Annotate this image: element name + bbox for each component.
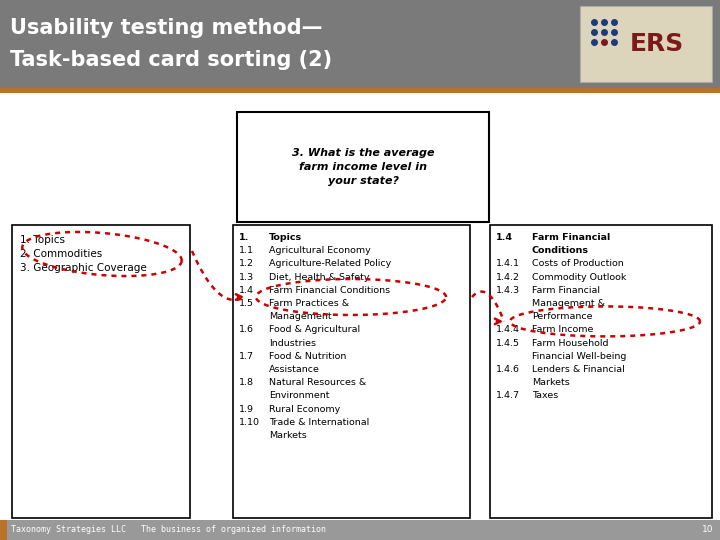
Text: Costs of Production: Costs of Production: [532, 259, 624, 268]
Bar: [0, 92, 720, 520]
Bar: [12, 225, 190, 518]
Text: Commodity Outlook: Commodity Outlook: [532, 273, 626, 281]
Text: 1.4.1: 1.4.1: [496, 259, 520, 268]
Text: Assistance: Assistance: [269, 365, 320, 374]
Text: 1.6: 1.6: [239, 326, 254, 334]
Text: Performance: Performance: [532, 312, 593, 321]
Text: 1.4.5: 1.4.5: [496, 339, 520, 348]
Bar: [237, 112, 489, 222]
Text: Financial Well-being: Financial Well-being: [532, 352, 626, 361]
Text: Farm Income: Farm Income: [532, 326, 593, 334]
Text: Agriculture-Related Policy: Agriculture-Related Policy: [269, 259, 391, 268]
Text: 3. Geographic Coverage: 3. Geographic Coverage: [20, 263, 147, 273]
Text: 1.1: 1.1: [239, 246, 254, 255]
Text: Farm Practices &: Farm Practices &: [269, 299, 349, 308]
Bar: [0, 520, 7, 540]
Text: 1.4: 1.4: [239, 286, 254, 295]
Text: Environment: Environment: [269, 392, 330, 400]
Bar: [0, 88, 720, 93]
Text: Farm Household: Farm Household: [532, 339, 608, 348]
Text: 3. What is the average
farm income level in
your state?: 3. What is the average farm income level…: [292, 148, 434, 186]
Text: 1.2: 1.2: [239, 259, 254, 268]
Bar: [0, 520, 720, 540]
Text: 1.9: 1.9: [239, 404, 254, 414]
Text: Agricultural Economy: Agricultural Economy: [269, 246, 371, 255]
Text: Natural Resources &: Natural Resources &: [269, 378, 366, 387]
Text: Trade & International: Trade & International: [269, 418, 369, 427]
Text: Task-based card sorting (2): Task-based card sorting (2): [10, 50, 332, 70]
Text: 1.10: 1.10: [239, 418, 260, 427]
Text: Markets: Markets: [532, 378, 570, 387]
Text: 10: 10: [701, 525, 713, 535]
Text: ERS: ERS: [630, 32, 684, 56]
Bar: [580, 6, 712, 82]
Text: 2. Commodities: 2. Commodities: [20, 249, 102, 259]
Text: 1.7: 1.7: [239, 352, 254, 361]
Bar: [0, 0, 720, 88]
Text: 1.4: 1.4: [496, 233, 513, 242]
Text: Taxes: Taxes: [532, 392, 558, 400]
Text: Food & Nutrition: Food & Nutrition: [269, 352, 346, 361]
Text: 1.4.7: 1.4.7: [496, 392, 520, 400]
Text: Usability testing method—: Usability testing method—: [10, 18, 323, 38]
Bar: [233, 225, 470, 518]
Text: Farm Financial Conditions: Farm Financial Conditions: [269, 286, 390, 295]
Text: 1.8: 1.8: [239, 378, 254, 387]
Text: 1. Topics: 1. Topics: [20, 235, 65, 245]
Text: Conditions: Conditions: [532, 246, 589, 255]
Text: Management: Management: [269, 312, 332, 321]
Text: 1.4.2: 1.4.2: [496, 273, 520, 281]
Text: 1.5: 1.5: [239, 299, 254, 308]
Text: Rural Economy: Rural Economy: [269, 404, 341, 414]
Text: 1.4.6: 1.4.6: [496, 365, 520, 374]
Text: Markets: Markets: [269, 431, 307, 440]
Text: Topics: Topics: [269, 233, 302, 242]
Text: Management &: Management &: [532, 299, 605, 308]
Text: 1.4.4: 1.4.4: [496, 326, 520, 334]
Text: 1.: 1.: [239, 233, 249, 242]
Text: Industries: Industries: [269, 339, 316, 348]
Text: 1.3: 1.3: [239, 273, 254, 281]
Text: Taxonomy Strategies LLC   The business of organized information: Taxonomy Strategies LLC The business of …: [11, 525, 326, 535]
Text: 1.4.3: 1.4.3: [496, 286, 520, 295]
Text: Diet, Health & Safety: Diet, Health & Safety: [269, 273, 369, 281]
Text: Farm Financial: Farm Financial: [532, 286, 600, 295]
Bar: [490, 225, 712, 518]
Bar: [0, 92, 720, 520]
Text: Food & Agricultural: Food & Agricultural: [269, 326, 360, 334]
Text: Lenders & Financial: Lenders & Financial: [532, 365, 625, 374]
Text: Farm Financial: Farm Financial: [532, 233, 611, 242]
